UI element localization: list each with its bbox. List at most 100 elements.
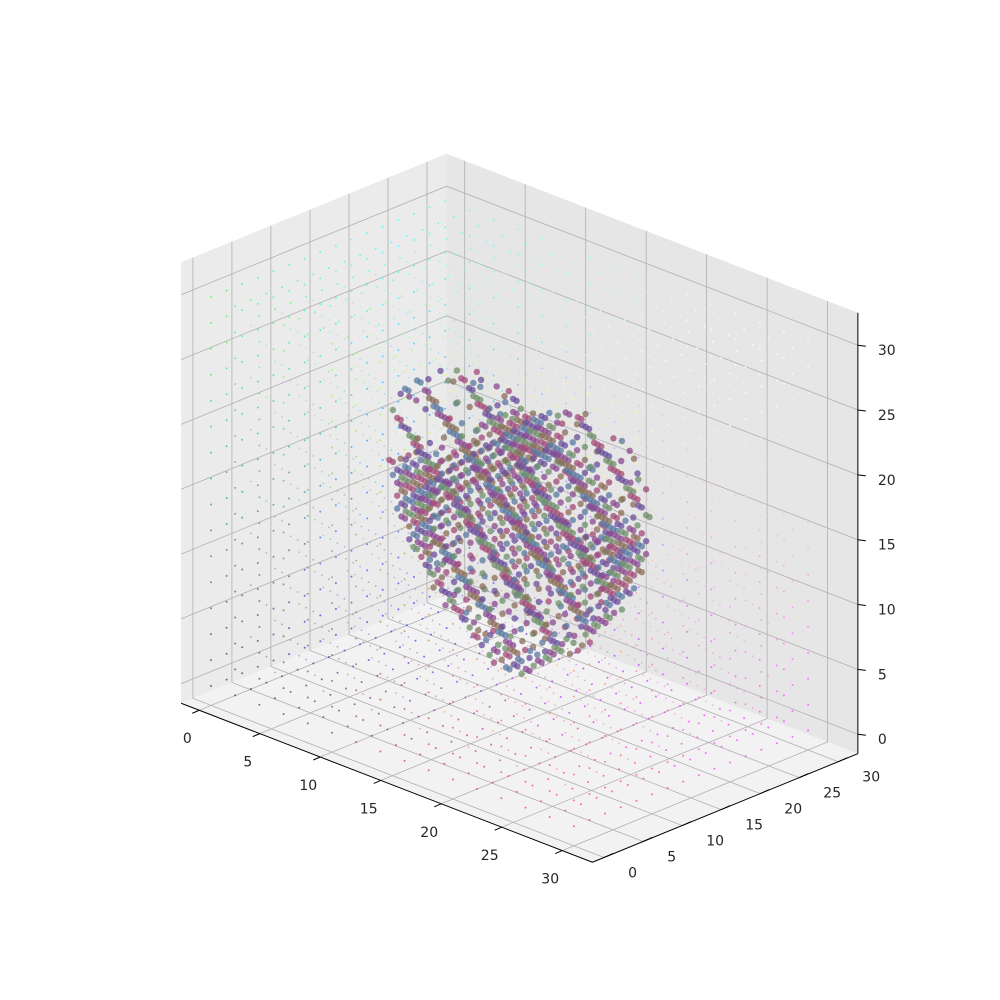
data-point xyxy=(392,357,394,359)
data-point xyxy=(470,299,472,302)
data-point xyxy=(633,398,636,401)
data-point xyxy=(306,333,309,336)
data-point xyxy=(379,439,382,442)
data-point xyxy=(501,390,504,393)
data-point xyxy=(329,382,332,385)
data-point xyxy=(381,511,384,513)
data-point xyxy=(697,411,700,414)
data-point xyxy=(334,374,337,377)
data-point xyxy=(743,639,745,642)
data-point xyxy=(744,417,747,420)
data-point xyxy=(272,348,275,351)
data-point xyxy=(454,279,457,282)
data-point xyxy=(661,362,664,365)
data-point xyxy=(455,291,458,294)
data-point xyxy=(367,477,370,480)
data-point xyxy=(393,706,396,709)
data-point xyxy=(447,275,450,278)
data-point xyxy=(256,562,259,565)
data-point xyxy=(618,431,621,433)
data-point xyxy=(428,362,431,365)
data-point xyxy=(518,318,521,320)
heart-point xyxy=(394,466,401,473)
y-tick-mark xyxy=(799,773,809,779)
heart-point xyxy=(529,495,536,502)
data-point xyxy=(374,533,377,535)
data-point xyxy=(402,722,404,724)
heart-point xyxy=(495,485,502,493)
data-point xyxy=(305,606,308,609)
data-point xyxy=(258,522,261,525)
heart-point xyxy=(509,558,516,565)
data-point xyxy=(241,412,244,415)
heart-point xyxy=(522,665,530,673)
data-point xyxy=(744,547,747,550)
heart-point xyxy=(410,531,417,538)
data-point xyxy=(697,514,700,517)
grid-line-y xyxy=(426,161,839,763)
data-point xyxy=(352,276,355,279)
data-point xyxy=(541,471,543,473)
heart-point xyxy=(599,559,606,566)
data-point xyxy=(225,678,228,681)
data-point xyxy=(359,617,361,620)
data-point xyxy=(595,771,598,773)
data-point xyxy=(350,290,353,293)
data-point xyxy=(544,702,547,705)
heart-point xyxy=(463,453,470,461)
data-point xyxy=(632,594,635,597)
heart-point xyxy=(587,502,594,509)
data-point xyxy=(399,412,401,415)
data-point xyxy=(697,722,700,725)
data-point xyxy=(438,312,441,314)
data-point xyxy=(331,368,333,371)
heart-point xyxy=(474,400,481,407)
data-point xyxy=(665,360,667,363)
data-point xyxy=(281,571,283,574)
data-point xyxy=(456,343,458,346)
data-point xyxy=(720,564,723,567)
data-point xyxy=(549,253,552,256)
data-point xyxy=(679,704,682,707)
data-point xyxy=(383,497,386,499)
data-point xyxy=(514,390,517,392)
data-point xyxy=(434,435,437,438)
data-point xyxy=(713,430,716,433)
data-point xyxy=(637,300,640,303)
data-point xyxy=(710,329,713,331)
data-point xyxy=(210,581,212,584)
heart-point xyxy=(474,426,481,433)
heart-point xyxy=(595,616,602,623)
heart-point xyxy=(573,434,581,441)
data-point xyxy=(523,613,525,615)
heart-point xyxy=(433,450,440,457)
data-point xyxy=(651,585,653,588)
heart-point xyxy=(511,589,518,596)
data-point xyxy=(712,392,714,395)
heart-point xyxy=(574,647,581,654)
data-point xyxy=(791,554,794,557)
data-point xyxy=(288,549,291,552)
data-point xyxy=(727,723,730,726)
data-point xyxy=(626,498,629,501)
data-point xyxy=(710,614,713,617)
data-point xyxy=(379,387,382,390)
heart-point xyxy=(515,558,523,565)
data-point xyxy=(400,632,403,635)
data-point xyxy=(729,657,731,660)
data-point xyxy=(682,469,685,472)
heart-point xyxy=(581,443,589,451)
data-point xyxy=(370,345,373,348)
data-point xyxy=(319,355,322,357)
heart-point xyxy=(578,421,586,429)
data-point xyxy=(582,667,585,670)
data-point xyxy=(319,536,322,539)
data-point xyxy=(655,669,657,672)
data-point xyxy=(642,466,645,469)
data-point xyxy=(544,365,546,368)
heart-point xyxy=(486,431,493,438)
data-point xyxy=(288,367,291,370)
data-point xyxy=(258,366,261,369)
data-point xyxy=(639,598,642,601)
heart-point xyxy=(450,539,458,547)
